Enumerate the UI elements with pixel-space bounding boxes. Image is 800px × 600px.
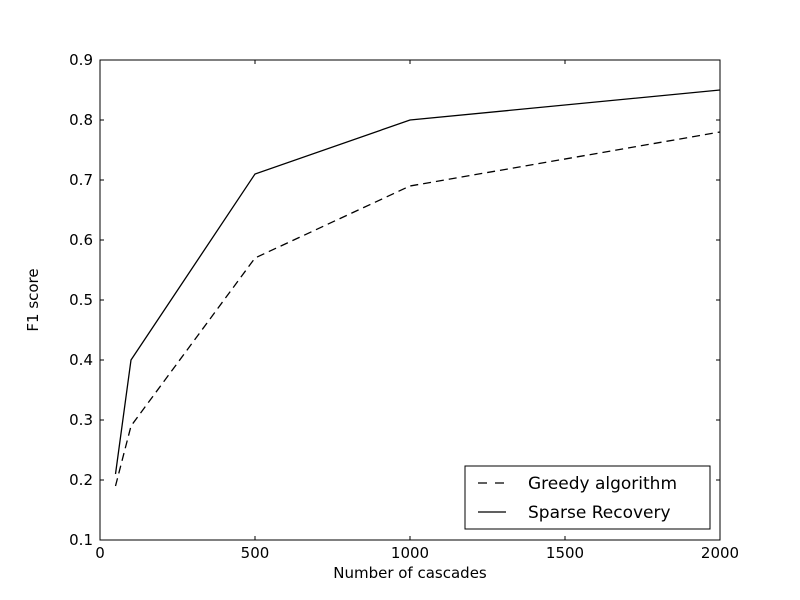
- series-line-greedy-algorithm: [114, 131, 721, 487]
- y-tick-label: 0.3: [69, 411, 93, 429]
- y-tick-label: 0.4: [69, 351, 93, 369]
- y-axis-label: F1 score: [24, 268, 42, 331]
- legend-label-sparse: Sparse Recovery: [528, 503, 671, 523]
- y-tick-label: 0.8: [69, 111, 93, 129]
- legend-box: [464, 465, 711, 530]
- legend-label-greedy: Greedy algorithm: [528, 474, 677, 494]
- series-layer: [114, 89, 721, 487]
- y-tick-label: 0.5: [69, 291, 93, 309]
- y-tick-label: 0.1: [69, 531, 93, 549]
- legend: Greedy algorithm Sparse Recovery: [464, 465, 711, 530]
- y-tick-label: 0.9: [69, 51, 93, 69]
- x-tick-label: 1500: [546, 544, 584, 562]
- x-tick-label: 1000: [391, 544, 429, 562]
- x-tick-label: 500: [241, 544, 270, 562]
- x-axis-label: Number of cascades: [333, 564, 487, 582]
- ticks-layer: 0 500 1000 1500 2000 0.1 0.2 0.3 0.4 0.5 0.6 0.7 0.8…: [69, 51, 739, 562]
- y-tick-label: 0.7: [69, 171, 93, 189]
- x-tick-label: 2000: [701, 544, 739, 562]
- series-line-sparse-recovery: [114, 89, 721, 475]
- y-tick-label: 0.6: [69, 231, 93, 249]
- x-tick-label: 0: [95, 544, 105, 562]
- y-tick-label: 0.2: [69, 471, 93, 489]
